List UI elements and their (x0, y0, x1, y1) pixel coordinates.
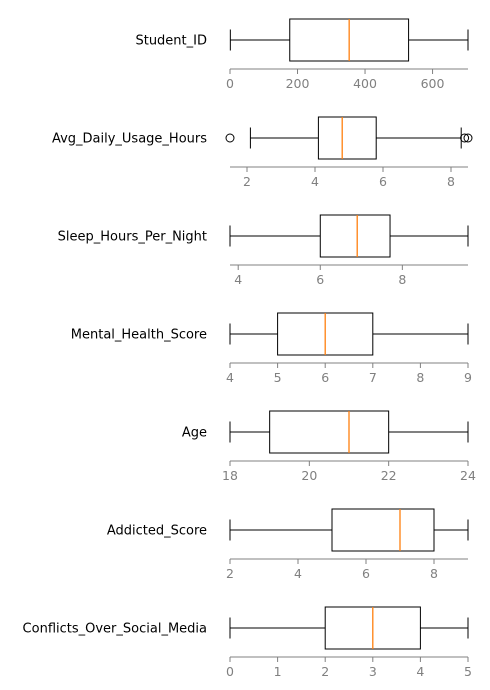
boxplot-panel: Sleep_Hours_Per_Night 4 6 8 (58, 214, 469, 287)
row-label: Sleep_Hours_Per_Night (58, 230, 207, 245)
x-tick-label: 8 (430, 566, 438, 581)
row-label: Avg_Daily_Usage_Hours (52, 132, 207, 147)
x-tick-label: 4 (294, 566, 302, 581)
flier-point (460, 133, 470, 143)
x-tick-label: 2 (243, 174, 251, 189)
x-tick-label: 5 (464, 664, 472, 679)
row-label: Student_ID (135, 34, 207, 49)
x-tick-label: 6 (362, 566, 370, 581)
x-tick-label: 8 (398, 272, 406, 287)
boxplot-panel: Addicted_Score 2 4 6 8 (107, 508, 469, 581)
x-tick-label: 6 (316, 272, 324, 287)
flier-point (225, 133, 235, 143)
x-tick-label: 400 (353, 76, 377, 91)
box (319, 214, 391, 258)
x-tick-label: 4 (311, 174, 319, 189)
x-tick-label: 4 (226, 370, 234, 385)
x-tick-label: 3 (369, 664, 377, 679)
x-tick-label: 7 (369, 370, 377, 385)
x-tick-label: 22 (381, 468, 397, 483)
x-tick-label: 6 (321, 370, 329, 385)
x-tick-label: 4 (416, 664, 424, 679)
x-tick-label: 0 (226, 76, 234, 91)
x-tick-label: 600 (421, 76, 445, 91)
x-tick-label: 200 (286, 76, 310, 91)
x-tick-label: 2 (321, 664, 329, 679)
boxplot-panel: Mental_Health_Score 4 5 6 7 8 9 (71, 312, 472, 385)
x-tick-label: 2 (226, 566, 234, 581)
x-tick-label: 6 (379, 174, 387, 189)
row-label: Conflicts_Over_Social_Media (23, 622, 207, 637)
row-label: Addicted_Score (107, 524, 207, 539)
boxplot-panel: Student_ID 0 200 400 600 (135, 18, 469, 91)
boxplot-panel: Age 18 20 22 24 (182, 410, 476, 483)
x-tick-label: 24 (460, 468, 476, 483)
row-label: Age (182, 426, 207, 441)
boxplot-panel: Avg_Daily_Usage_Hours 2 4 6 8 (52, 116, 473, 189)
x-tick-label: 1 (274, 664, 282, 679)
row-label: Mental_Health_Score (71, 328, 207, 343)
x-tick-label: 0 (226, 664, 234, 679)
x-tick-label: 4 (234, 272, 242, 287)
boxplot-panel: Conflicts_Over_Social_Media 0 1 2 3 4 5 (23, 606, 472, 679)
x-tick-label: 8 (447, 174, 455, 189)
x-tick-label: 9 (464, 370, 472, 385)
x-tick-label: 18 (222, 468, 238, 483)
x-tick-label: 5 (274, 370, 282, 385)
box (269, 410, 390, 454)
flier-point (463, 133, 473, 143)
x-tick-label: 20 (301, 468, 317, 483)
box (331, 508, 435, 552)
box (317, 116, 377, 160)
x-tick-label: 8 (416, 370, 424, 385)
